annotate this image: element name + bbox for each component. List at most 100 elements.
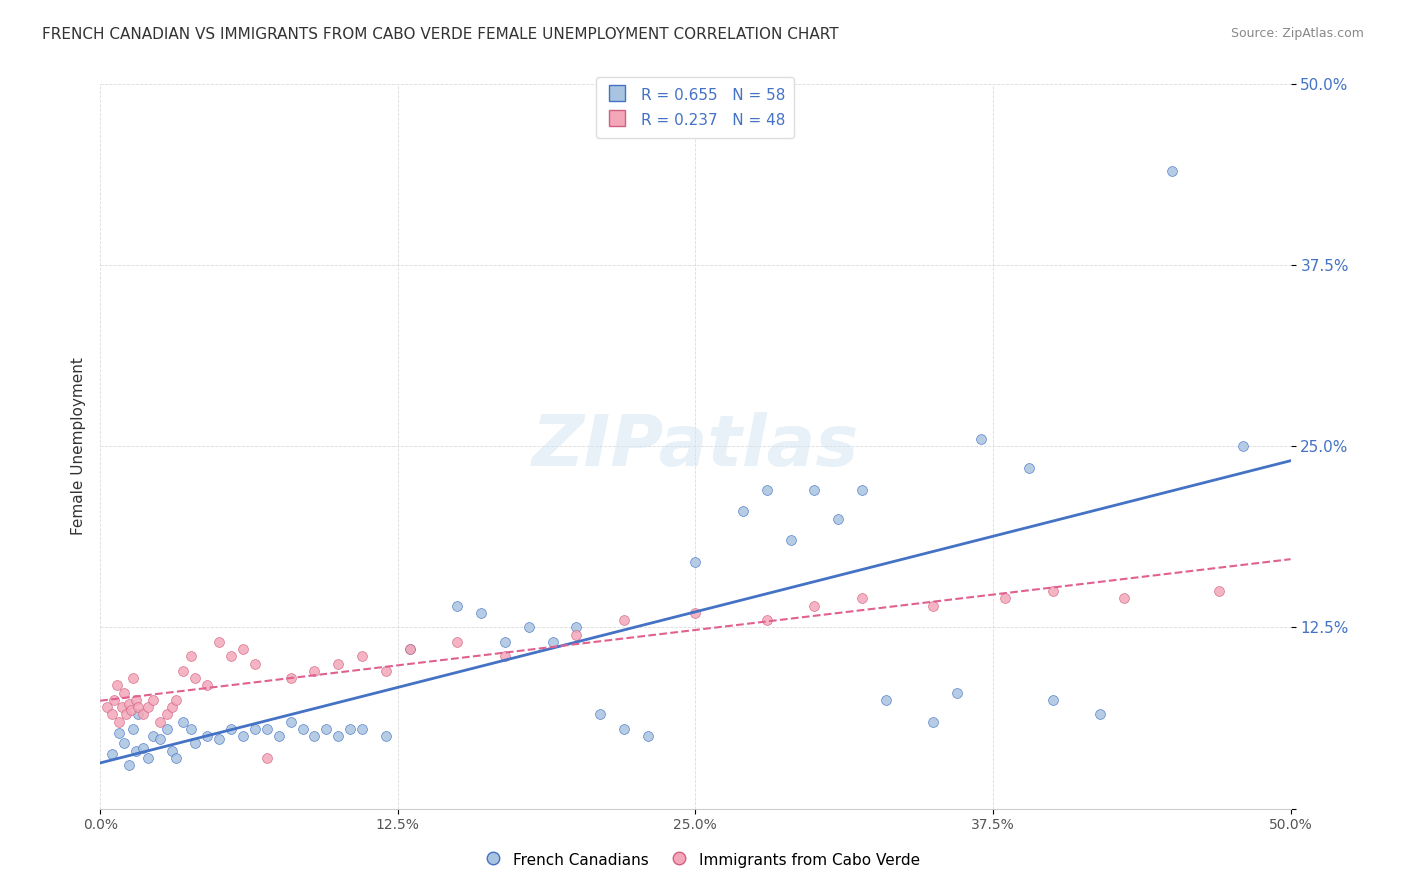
Text: Source: ZipAtlas.com: Source: ZipAtlas.com [1230,27,1364,40]
Point [350,649,373,664]
Point [232,729,254,743]
Point [101,747,124,761]
Point [184,671,207,685]
Point [1042,693,1064,707]
Point [613,613,636,627]
Point [922,599,945,613]
Point [127,707,149,722]
Point [101,707,124,722]
Point [132,707,155,722]
Point [280,671,302,685]
Point [339,722,361,736]
Point [350,722,373,736]
Point [136,751,159,765]
Point [291,722,314,736]
Point [208,732,231,747]
Point [494,635,516,649]
Point [141,729,163,743]
Point [243,657,266,671]
Legend: R = 0.655   N = 58, R = 0.237   N = 48: R = 0.655 N = 58, R = 0.237 N = 48 [596,77,794,138]
Point [803,599,825,613]
Point [517,620,540,634]
Point [156,722,179,736]
Text: FRENCH CANADIAN VS IMMIGRANTS FROM CABO VERDE FEMALE UNEMPLOYMENT CORRELATION CH: FRENCH CANADIAN VS IMMIGRANTS FROM CABO … [42,27,839,42]
Point [315,722,337,736]
Point [172,664,194,678]
Point [267,729,290,743]
Point [180,722,202,736]
Point [108,714,131,729]
Point [1160,163,1182,178]
Point [195,729,218,743]
Point [946,686,969,700]
Point [374,729,396,743]
Point [256,722,278,736]
Point [398,642,420,657]
Point [398,642,420,657]
Point [280,714,302,729]
Point [156,707,179,722]
Point [851,591,873,606]
Point [110,700,132,714]
Point [779,533,801,548]
Point [613,722,636,736]
Point [122,722,145,736]
Point [149,714,172,729]
Point [755,613,778,627]
Point [232,642,254,657]
Point [108,726,131,740]
Point [118,758,141,772]
Point [105,678,128,692]
Point [827,511,849,525]
Point [565,627,588,641]
Point [219,722,242,736]
Point [731,504,754,518]
Point [125,744,148,758]
Point [219,649,242,664]
Point [1042,584,1064,599]
Point [685,555,707,569]
Point [172,714,194,729]
Point [494,649,516,664]
Point [875,693,897,707]
Y-axis label: Female Unemployment: Female Unemployment [72,357,86,535]
Point [96,700,118,714]
Point [304,729,326,743]
Point [112,736,135,750]
Point [1208,584,1230,599]
Point [243,722,266,736]
Point [541,635,564,649]
Point [803,483,825,497]
Point [160,744,183,758]
Point [103,693,125,707]
Point [374,664,396,678]
Point [328,657,350,671]
Point [328,729,350,743]
Point [1018,461,1040,475]
Point [120,703,142,717]
Point [922,714,945,729]
Point [195,678,218,692]
Point [165,693,187,707]
Point [149,732,172,747]
Point [637,729,659,743]
Point [112,686,135,700]
Point [1088,707,1111,722]
Point [1232,439,1254,453]
Point [589,707,612,722]
Point [160,700,183,714]
Point [970,432,993,446]
Point [565,620,588,634]
Legend: French Canadians, Immigrants from Cabo Verde: French Canadians, Immigrants from Cabo V… [479,845,927,875]
Point [208,635,231,649]
Point [141,693,163,707]
Point [125,693,148,707]
Point [256,751,278,765]
Point [180,649,202,664]
Point [446,635,468,649]
Point [755,483,778,497]
Point [685,606,707,620]
Point [1112,591,1135,606]
Point [851,483,873,497]
Point [132,740,155,755]
